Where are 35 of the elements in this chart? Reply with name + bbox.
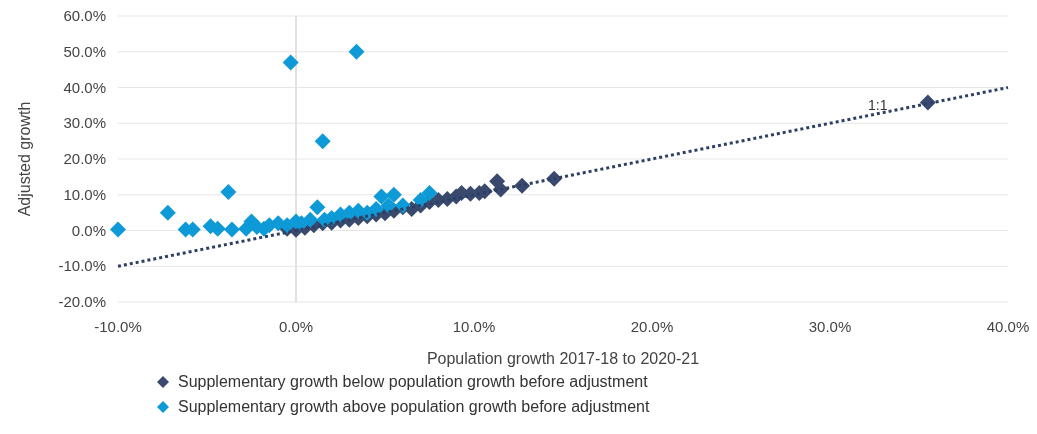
point <box>368 201 385 218</box>
point <box>373 188 390 205</box>
point <box>421 184 438 201</box>
y-tick-label: 30.0% <box>63 114 106 132</box>
point <box>412 192 429 209</box>
x-tick-label: 30.0% <box>808 318 852 335</box>
point <box>110 221 126 238</box>
x-tick-label: -10.0% <box>94 318 142 335</box>
point <box>223 221 240 238</box>
y-tick-label: 10.0% <box>63 185 106 203</box>
y-tick-label: 0.0% <box>71 221 106 239</box>
y-axis-title: Adjusted growth <box>16 101 33 217</box>
point <box>302 211 319 228</box>
legend-label: Supplementary growth above population growth before adjustment <box>178 398 650 415</box>
legend-label: Supplementary growth below population growth before adjustment <box>178 373 649 390</box>
x-tick-label: 10.0% <box>452 318 496 335</box>
y-tick-label: 60.0% <box>63 7 106 24</box>
y-tick-label: -20.0% <box>58 293 106 310</box>
series-label: 1:1 <box>868 96 888 113</box>
point <box>385 186 402 203</box>
point <box>220 183 237 200</box>
point <box>282 54 299 71</box>
x-axis-title: Population growth 2017-18 to 2020-21 <box>426 350 700 367</box>
point <box>309 199 326 216</box>
point <box>348 43 365 60</box>
x-tick-label: 40.0% <box>986 318 1030 335</box>
point <box>314 133 331 150</box>
y-tick-label: 50.0% <box>63 42 106 60</box>
x-tick-label: 0.0% <box>278 318 314 335</box>
point <box>159 204 176 221</box>
x-tick-label: 20.0% <box>630 318 674 335</box>
y-tick-label: 40.0% <box>63 78 106 96</box>
y-tick-label: 20.0% <box>63 150 106 167</box>
y-tick-label: -10.0% <box>58 257 106 275</box>
point <box>380 197 397 214</box>
